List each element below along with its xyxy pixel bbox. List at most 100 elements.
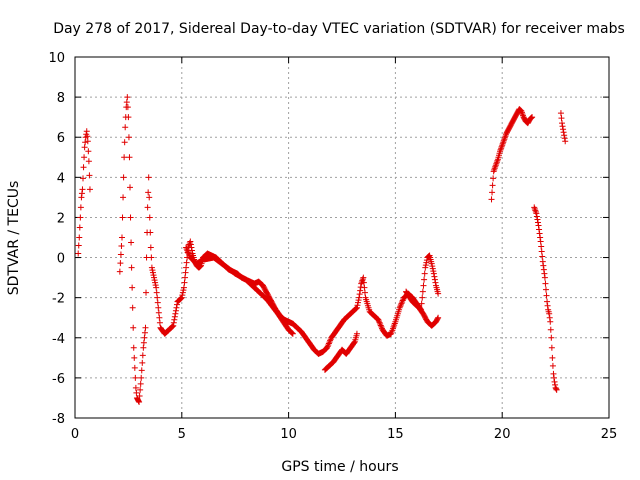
data-point [488,196,495,203]
data-point [396,304,403,311]
data-point [422,262,429,269]
data-point [81,144,88,151]
data-point [378,323,385,330]
data-point [125,114,132,121]
data-point [128,239,135,246]
data-point [171,313,178,320]
data-point [536,226,543,233]
data-point [75,242,82,249]
data-point [534,216,541,223]
data-point [397,301,404,308]
data-point [377,322,384,329]
data-point [185,250,192,257]
data-point [399,297,406,304]
data-point [152,282,159,289]
data-point [76,234,83,241]
data-point [553,385,560,392]
data-point [559,120,566,127]
data-point [132,384,139,391]
data-point [357,287,364,294]
data-point [435,290,442,297]
data-point [560,129,567,136]
data-point [429,265,436,272]
data-point [117,260,124,267]
data-point [121,154,128,161]
data-point [169,323,176,330]
y-tick-label: 0 [57,252,65,267]
data-point [154,294,161,301]
data-point [355,299,362,306]
data-point [552,381,559,388]
x-tick-label: 10 [280,427,297,442]
data-point [325,340,332,347]
data-point [542,280,549,287]
data-point [356,291,363,298]
x-tick-label: 15 [387,427,404,442]
data-point [120,194,127,201]
data-point [431,273,438,280]
data-point [561,135,568,142]
data-point [122,124,129,131]
data-marks [75,94,569,405]
data-point [141,334,148,341]
data-point [120,174,127,181]
data-point [559,123,566,130]
x-tick-label: 20 [494,427,511,442]
data-point [148,254,155,261]
data-point [533,213,540,220]
data-point [137,386,144,393]
data-point [184,248,191,255]
data-point [153,289,160,296]
data-point [541,274,548,281]
data-point [361,284,368,291]
data-point [538,248,545,255]
data-point [548,334,555,341]
data-point [541,270,548,277]
data-point [154,299,161,306]
data-point [145,189,152,196]
data-point [549,362,556,369]
data-point [121,139,128,146]
data-point [77,214,84,221]
y-tick-label: -6 [52,372,65,387]
data-point [352,305,359,312]
data-point [177,295,184,302]
data-point [141,329,148,336]
data-point [135,397,142,404]
data-point [156,319,163,326]
data-point [183,245,190,252]
data-point [489,182,496,189]
data-point [116,268,123,275]
data-point [182,269,189,276]
data-point [179,292,186,299]
data-point [180,287,187,294]
data-point [77,204,84,211]
data-point [421,270,428,277]
data-point [138,367,145,374]
data-point [131,364,138,371]
data-point [156,314,163,321]
plot-frame [74,56,610,419]
x-tick-label: 25 [601,427,618,442]
data-point [560,126,567,133]
data-point [375,318,382,325]
data-point [143,289,150,296]
data-point [421,276,428,283]
data-point [360,274,367,281]
data-point [377,321,384,328]
data-point [537,238,544,245]
data-point [289,330,296,337]
data-point [149,269,156,276]
data-point [539,258,546,265]
data-point [132,374,139,381]
data-point [356,294,363,301]
axis-ticks [74,56,610,419]
data-point [181,279,188,286]
data-point [86,186,93,193]
data-point [119,214,126,221]
data-point [325,341,332,348]
data-point [173,304,180,311]
data-point [489,189,496,196]
data-point [140,344,147,351]
data-point [76,224,83,231]
